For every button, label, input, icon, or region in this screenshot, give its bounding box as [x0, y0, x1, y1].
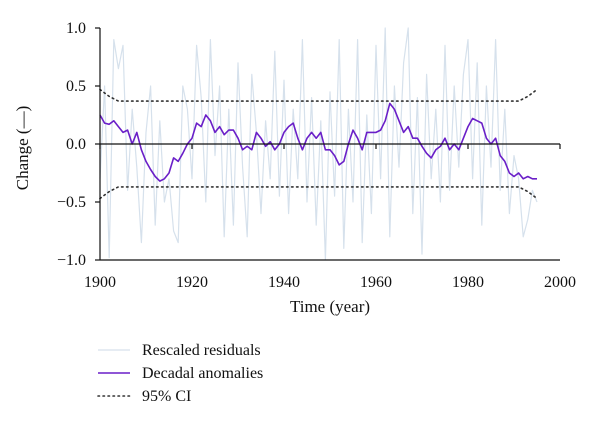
plot-area: [99, 27, 538, 261]
x-tick-label: 2000: [544, 274, 576, 291]
x-tick-label: 1940: [268, 274, 300, 291]
series-decadal-anomalies: [99, 102, 537, 182]
x-axis-title: Time (year): [290, 297, 370, 316]
legend-label: 95% CI: [142, 388, 191, 405]
series-ci-lower-bound: [99, 186, 538, 200]
x-tick-label: 1960: [360, 274, 392, 291]
y-tick-label: 1.0: [66, 20, 86, 37]
y-tick-label: 0.0: [66, 136, 86, 153]
series-rescaled-residuals: [99, 27, 538, 261]
y-tick-label: 0.5: [66, 78, 86, 95]
legend-label: Decadal anomalies: [142, 365, 263, 382]
y-tick-label: −1.0: [57, 252, 86, 269]
series-ci-upper-bound: [99, 88, 538, 102]
axes: [99, 28, 560, 261]
legend: Rescaled residuals Decadal anomalies 95% C…: [97, 342, 263, 405]
legend-label: Rescaled residuals: [142, 342, 261, 359]
x-tick-label: 1980: [452, 274, 484, 291]
x-tick-label: 1920: [176, 274, 208, 291]
y-axis-title: Change (—): [13, 106, 32, 191]
x-tick-label: 1900: [84, 274, 116, 291]
ticks: 1900 1920 1940 1960 1980 2000 1.0 0.5 0.0 −0.5 −1.…: [57, 20, 576, 291]
y-tick-label: −0.5: [57, 194, 86, 211]
